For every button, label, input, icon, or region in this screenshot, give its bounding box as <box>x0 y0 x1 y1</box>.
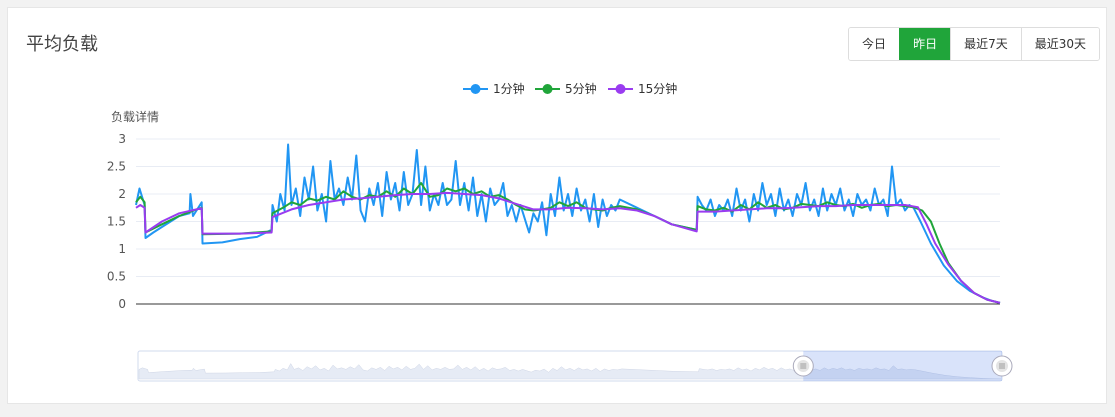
chart-legend: 1分钟 5分钟 15分钟 <box>463 81 677 96</box>
legend-item-0[interactable]: 1分钟 <box>463 81 525 96</box>
zoom-selected-range[interactable] <box>803 351 1002 381</box>
y-axis-ticks: 0 0.5 1 1.5 2 2.5 3 <box>107 132 126 311</box>
range-button-2[interactable]: 最近7天 <box>950 28 1021 60</box>
y-tick-label: 1 <box>118 242 126 256</box>
panel-title: 平均负载 <box>26 34 98 55</box>
zoom-data-shadow <box>138 362 1002 380</box>
zoom-handle-left[interactable] <box>792 355 814 377</box>
load-chart: 1分钟 5分钟 15分钟 负载详情 0 0.5 1 1.5 2 2.5 3 <box>107 81 1013 382</box>
legend-item-1[interactable]: 5分钟 <box>535 81 597 96</box>
series-lines <box>135 143 1001 304</box>
range-button-0[interactable]: 今日 <box>849 28 900 60</box>
legend-swatch-dot <box>615 84 626 94</box>
legend-swatch-dot <box>470 84 481 94</box>
legend-label: 1分钟 <box>493 81 525 96</box>
data-zoom-slider[interactable] <box>137 350 1013 382</box>
range-button-3[interactable]: 最近30天 <box>1020 28 1099 60</box>
series-line-2 <box>135 191 1001 304</box>
y-tick-label: 0.5 <box>107 270 126 284</box>
legend-label: 5分钟 <box>565 81 597 96</box>
series-line-0 <box>135 143 1001 304</box>
zoom-handle-right[interactable] <box>991 355 1013 377</box>
load-panel: 平均负载 今日 昨日 最近7天 最近30天 1分钟 5分钟 15分钟 负载详情 0 0.5 1… <box>7 7 1107 404</box>
y-tick-label: 2 <box>118 187 126 201</box>
y-axis-title: 负载详情 <box>111 109 159 124</box>
range-button-1[interactable]: 昨日 <box>899 28 951 60</box>
y-tick-label: 1.5 <box>107 215 126 229</box>
legend-swatch-dot <box>542 84 553 94</box>
y-tick-label: 3 <box>118 132 126 146</box>
time-range-selector: 今日 昨日 最近7天 最近30天 <box>848 27 1100 61</box>
legend-item-2[interactable]: 15分钟 <box>608 81 677 96</box>
legend-label: 15分钟 <box>638 81 677 96</box>
y-tick-label: 2.5 <box>107 160 126 174</box>
y-tick-label: 0 <box>118 297 126 311</box>
series-line-1 <box>135 182 1001 304</box>
